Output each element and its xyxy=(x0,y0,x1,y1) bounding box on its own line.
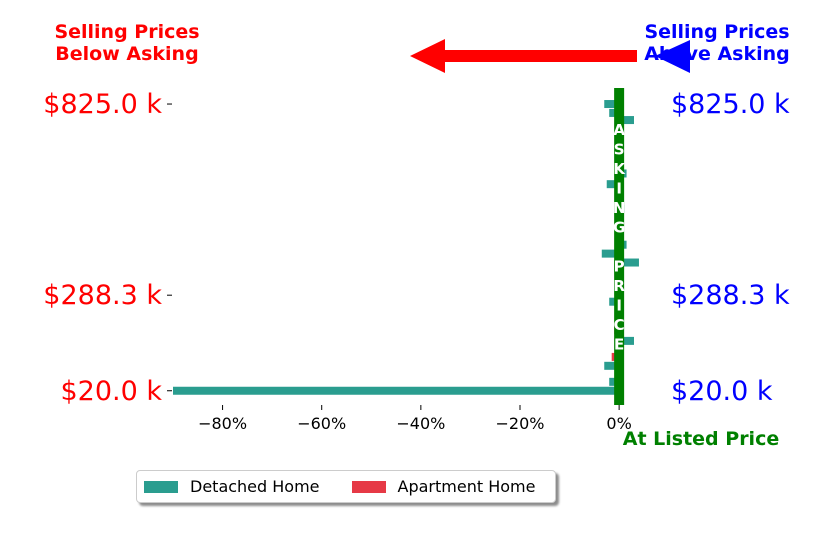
detached-bar xyxy=(604,361,620,370)
x-tick-label: 0% xyxy=(606,414,631,433)
bars-layer xyxy=(173,100,639,395)
below-asking-title-line2: Below Asking xyxy=(55,43,198,65)
y-tick-label-left: $288.3 k xyxy=(43,280,162,311)
legend-item-apartment: Apartment Home xyxy=(351,477,536,496)
vertical-letter: I xyxy=(616,297,622,315)
x-tick-label: −40% xyxy=(396,414,445,433)
legend-swatch-apartment xyxy=(351,480,386,493)
detached-bar xyxy=(601,249,620,258)
legend: Detached Home Apartment Home xyxy=(136,470,556,503)
y-axis-right: $20.0 k $288.3 k $825.0 k xyxy=(671,89,790,407)
y-tick-label-right: $288.3 k xyxy=(671,280,790,311)
asking-price-line xyxy=(614,88,625,405)
at-listed-price-label: At Listed Price xyxy=(623,428,779,450)
vertical-letter: K xyxy=(613,160,626,178)
x-axis: −80% −60% −40% −20% 0% xyxy=(198,405,632,433)
above-asking-title-line1: Selling Prices xyxy=(644,21,789,43)
below-arrow xyxy=(410,39,637,73)
above-arrow xyxy=(655,40,690,73)
y-axis-left: $20.0 k $288.3 k $825.0 k xyxy=(43,89,172,407)
vertical-letter: A xyxy=(613,121,625,139)
y-tick-label-right: $825.0 k xyxy=(671,89,790,120)
detached-bar xyxy=(619,116,634,125)
vertical-letter: S xyxy=(614,141,625,159)
legend-label-apartment: Apartment Home xyxy=(397,477,536,496)
vertical-letter: E xyxy=(614,336,624,354)
vertical-letter: G xyxy=(613,219,625,237)
vertical-letter: R xyxy=(613,277,625,295)
detached-bar xyxy=(604,100,620,109)
y-tick-label-left: $825.0 k xyxy=(43,89,162,120)
y-tick-label-left: $20.0 k xyxy=(60,376,162,407)
detached-bar xyxy=(606,180,620,189)
x-tick-label: −80% xyxy=(198,414,247,433)
above-asking-title-line2: Above Asking xyxy=(644,43,790,65)
legend-label-detached: Detached Home xyxy=(190,477,320,496)
vertical-letter: P xyxy=(614,258,625,276)
detached-bar xyxy=(173,386,620,395)
below-asking-title-line1: Selling Prices xyxy=(54,21,199,43)
legend-item-detached: Detached Home xyxy=(144,477,320,496)
vertical-letter: N xyxy=(613,199,626,217)
y-tick-label-right: $20.0 k xyxy=(671,376,773,407)
x-tick-label: −20% xyxy=(496,414,545,433)
vertical-letter: I xyxy=(616,180,622,198)
x-tick-label: −60% xyxy=(297,414,346,433)
legend-swatch-detached xyxy=(144,480,178,493)
detached-bar xyxy=(619,336,634,345)
vertical-letter: C xyxy=(614,316,625,334)
detached-bar xyxy=(619,258,639,267)
